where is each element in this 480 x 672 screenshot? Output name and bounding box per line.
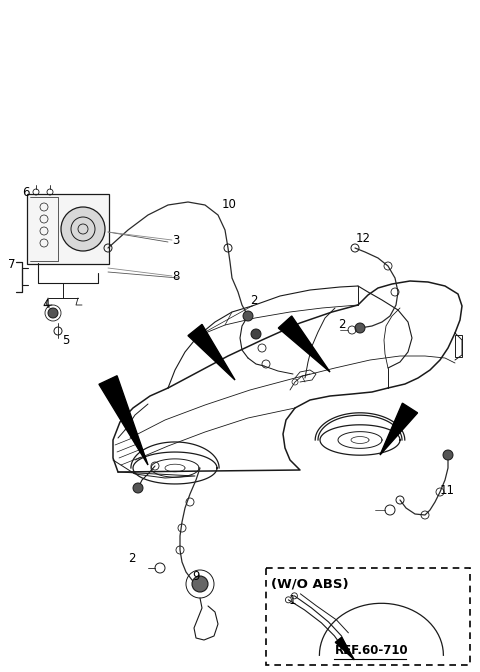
Text: 2: 2 <box>250 294 257 306</box>
Polygon shape <box>278 316 330 372</box>
Circle shape <box>48 308 58 318</box>
Text: 5: 5 <box>62 333 70 347</box>
Text: 12: 12 <box>356 231 371 245</box>
Text: 4: 4 <box>42 298 49 310</box>
FancyBboxPatch shape <box>27 194 109 264</box>
Polygon shape <box>188 325 235 380</box>
Text: 7: 7 <box>8 259 15 271</box>
Circle shape <box>355 323 365 333</box>
Circle shape <box>61 207 105 251</box>
Text: 9: 9 <box>192 569 200 583</box>
Circle shape <box>133 483 143 493</box>
Text: 10: 10 <box>222 198 237 212</box>
Bar <box>455 335 462 357</box>
Circle shape <box>443 450 453 460</box>
Polygon shape <box>380 403 418 455</box>
Text: 3: 3 <box>172 233 180 247</box>
FancyBboxPatch shape <box>266 568 470 665</box>
Text: 6: 6 <box>22 185 29 198</box>
Polygon shape <box>335 637 354 660</box>
Circle shape <box>243 311 253 321</box>
Text: REF.60-710: REF.60-710 <box>335 644 408 657</box>
Text: (W/O ABS): (W/O ABS) <box>271 578 349 591</box>
Polygon shape <box>99 376 148 465</box>
Text: 1: 1 <box>288 594 296 607</box>
Circle shape <box>251 329 261 339</box>
Text: 8: 8 <box>172 269 180 282</box>
Text: 2: 2 <box>338 317 346 331</box>
Circle shape <box>192 576 208 592</box>
Text: 2: 2 <box>128 552 135 564</box>
Text: 11: 11 <box>440 483 455 497</box>
